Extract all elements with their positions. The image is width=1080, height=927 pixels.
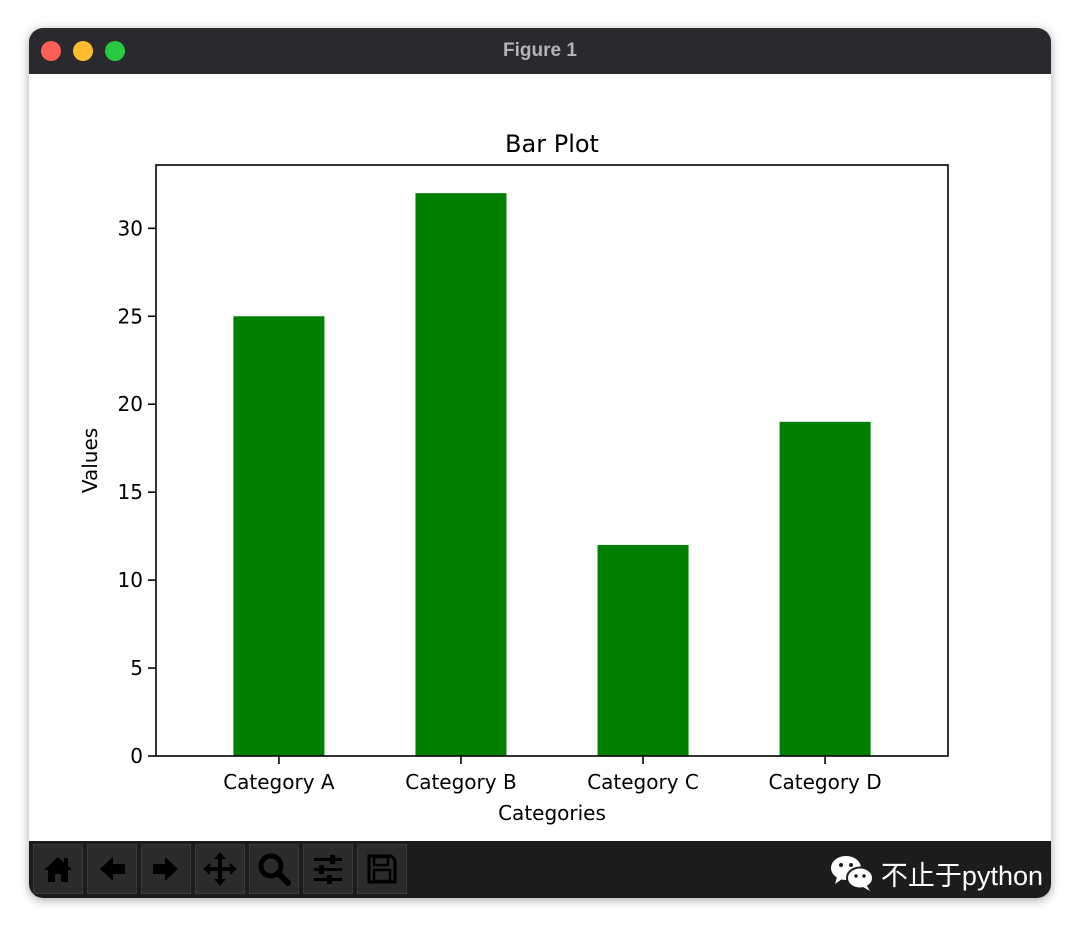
watermark-text: 不止于python — [880, 860, 1043, 891]
y-tick-label: 10 — [118, 568, 143, 592]
x-tick-label: Category B — [405, 770, 516, 794]
chart-title: Bar Plot — [505, 130, 599, 158]
bar — [415, 193, 507, 757]
configure-subplots-icon — [314, 855, 342, 884]
bar-chart: 0 5 10 15 20 25 30 Category A Category B Category… — [78, 130, 949, 825]
configure-subplots-button[interactable] — [303, 844, 353, 894]
y-tick-label: 20 — [118, 392, 143, 416]
plot-frame — [155, 164, 949, 757]
y-tick-label: 25 — [118, 304, 143, 328]
figure-canvas: 0 5 10 15 20 25 30 Category A Category B Category… — [29, 74, 1051, 841]
back-arrow-icon — [100, 857, 125, 881]
pan-button[interactable] — [195, 844, 245, 894]
close-window-button[interactable] — [41, 41, 61, 61]
y-axis-label: Values — [78, 428, 102, 493]
title-bar: Figure 1 — [29, 28, 1051, 74]
home-icon — [44, 857, 72, 882]
x-tick-label: Category D — [769, 770, 882, 794]
zoom-button[interactable] — [249, 844, 299, 894]
y-tick-label: 0 — [130, 744, 143, 768]
pan-icon — [203, 852, 237, 886]
y-tick-label: 30 — [118, 216, 143, 240]
maximize-window-button[interactable] — [105, 41, 125, 61]
y-tick-label: 5 — [130, 656, 143, 680]
navigation-toolbar: 不止于python — [29, 841, 1051, 898]
x-tick-label: Category A — [223, 770, 335, 794]
watermark: 不止于python — [829, 853, 1043, 893]
figure-window: Figure 1 0 5 10 15 20 25 30 Category A Category … — [29, 28, 1051, 898]
wechat-icon — [830, 856, 874, 891]
x-tick-label: Category C — [587, 770, 699, 794]
bar — [779, 421, 871, 756]
bar — [233, 316, 325, 756]
y-tick-label: 15 — [118, 480, 143, 504]
zoom-icon — [258, 853, 291, 886]
back-button[interactable] — [87, 844, 137, 894]
x-axis-label: Categories — [498, 801, 606, 825]
minimize-window-button[interactable] — [73, 41, 93, 61]
bar — [597, 544, 689, 756]
save-button[interactable] — [357, 844, 407, 894]
home-button[interactable] — [33, 844, 83, 894]
forward-arrow-icon — [153, 857, 178, 881]
forward-button[interactable] — [141, 844, 191, 894]
save-icon — [367, 854, 397, 884]
window-title: Figure 1 — [503, 40, 577, 61]
